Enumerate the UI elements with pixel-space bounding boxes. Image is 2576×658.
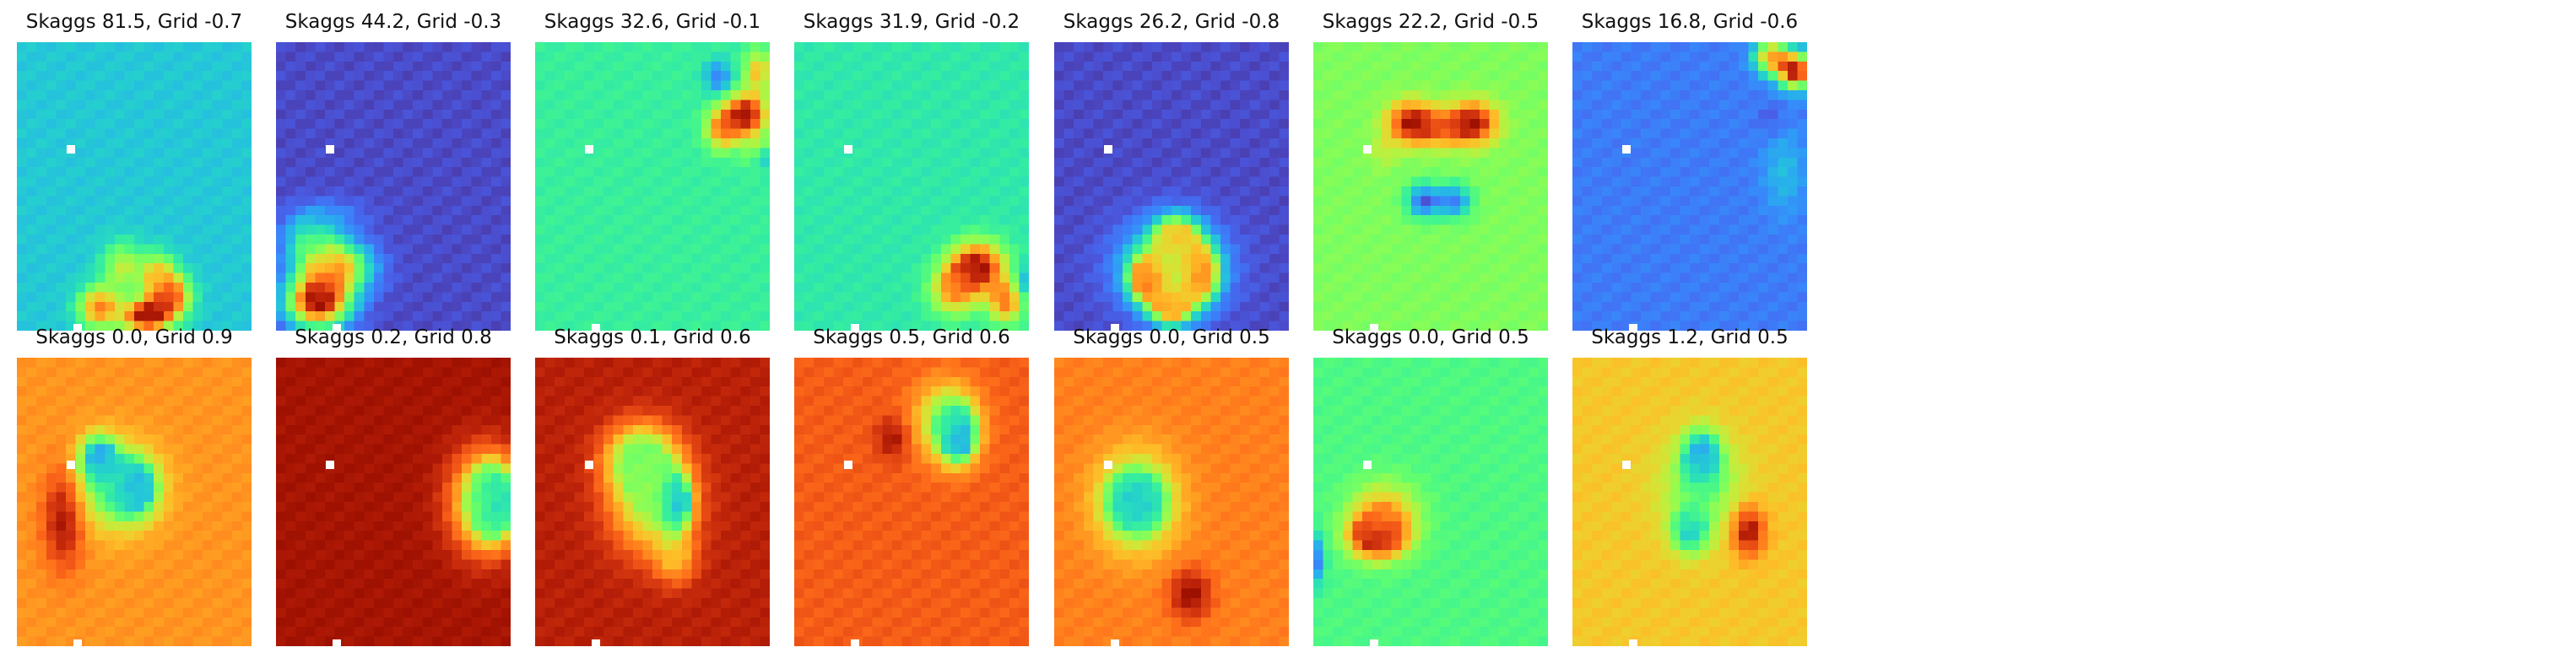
position-marker	[1103, 460, 1112, 469]
position-marker	[584, 144, 593, 154]
panel-title: Skaggs 31.9, Grid -0.2	[803, 11, 1020, 33]
heatmap-panel	[17, 42, 252, 331]
heatmap-panel	[17, 358, 252, 646]
panel-title: Skaggs 16.8, Grid -0.6	[1581, 11, 1799, 33]
position-marker	[1370, 639, 1379, 648]
position-marker	[584, 460, 593, 469]
panel-title: Skaggs 1.2, Grid 0.5	[1591, 326, 1789, 348]
panel-title: Skaggs 0.0, Grid 0.5	[1073, 326, 1270, 348]
position-marker	[333, 323, 342, 332]
position-marker	[1621, 144, 1631, 154]
panel-title: Skaggs 0.0, Grid 0.9	[35, 326, 233, 348]
position-marker	[843, 144, 852, 154]
panel-title: Skaggs 0.0, Grid 0.5	[1332, 326, 1529, 348]
position-marker	[333, 639, 342, 648]
panel-title: Skaggs 26.2, Grid -0.8	[1063, 11, 1280, 33]
position-marker	[1111, 323, 1120, 332]
heatmap-panel	[1054, 358, 1289, 646]
position-marker	[1621, 460, 1631, 469]
panel-title: Skaggs 0.5, Grid 0.6	[813, 326, 1010, 348]
panel-title: Skaggs 0.2, Grid 0.8	[295, 326, 492, 348]
position-marker	[73, 323, 83, 332]
position-marker	[325, 460, 334, 469]
panel-title: Skaggs 32.6, Grid -0.1	[544, 11, 761, 33]
heatmap-panel	[794, 42, 1029, 331]
heatmap-panel	[276, 358, 511, 646]
heatmap-panel	[794, 358, 1029, 646]
position-marker	[843, 460, 852, 469]
position-marker	[66, 460, 75, 469]
position-marker	[1370, 323, 1379, 332]
position-marker	[66, 144, 75, 154]
position-marker	[1362, 144, 1372, 154]
heatmap-panel	[1054, 42, 1289, 331]
heatmap-panel	[1313, 42, 1548, 331]
position-marker	[325, 144, 334, 154]
position-marker	[1111, 639, 1120, 648]
heatmap-panel	[276, 42, 511, 331]
heatmap-panel	[1572, 358, 1807, 646]
position-marker	[1103, 144, 1112, 154]
panel-title: Skaggs 44.2, Grid -0.3	[284, 11, 502, 33]
heatmap-panel	[535, 42, 770, 331]
position-marker	[592, 323, 601, 332]
position-marker	[851, 323, 860, 332]
panel-title: Skaggs 22.2, Grid -0.5	[1322, 11, 1540, 33]
position-marker	[1629, 639, 1638, 648]
panel-title: Skaggs 0.1, Grid 0.6	[554, 326, 751, 348]
position-marker	[73, 639, 83, 648]
heatmap-panel	[1572, 42, 1807, 331]
position-marker	[592, 639, 601, 648]
heatmap-panel	[1313, 358, 1548, 646]
panel-title: Skaggs 81.5, Grid -0.7	[25, 11, 243, 33]
position-marker	[1362, 460, 1372, 469]
heatmap-panel	[535, 358, 770, 646]
position-marker	[1629, 323, 1638, 332]
position-marker	[851, 639, 860, 648]
